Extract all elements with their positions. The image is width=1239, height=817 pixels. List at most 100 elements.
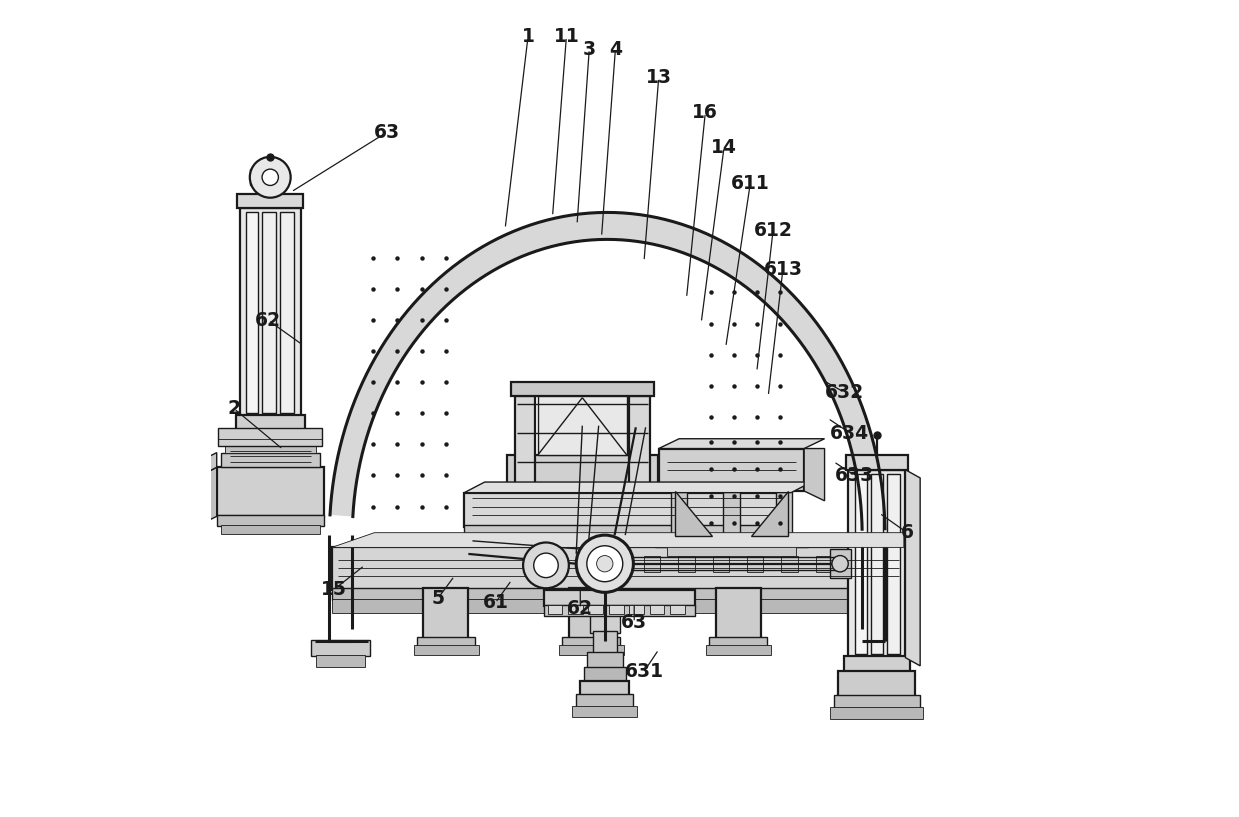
Bar bbox=[538, 396, 627, 455]
Bar bbox=[834, 695, 921, 708]
Bar bbox=[724, 489, 740, 540]
Polygon shape bbox=[906, 470, 921, 666]
Bar bbox=[654, 537, 808, 547]
Bar bbox=[572, 706, 638, 717]
Bar bbox=[559, 645, 624, 655]
Bar bbox=[544, 590, 695, 606]
Text: 63: 63 bbox=[374, 123, 400, 142]
Text: 4: 4 bbox=[608, 39, 622, 59]
Bar bbox=[218, 428, 322, 446]
Bar bbox=[237, 194, 304, 208]
Circle shape bbox=[534, 553, 559, 578]
Bar bbox=[629, 396, 649, 484]
Polygon shape bbox=[465, 482, 812, 493]
Bar bbox=[507, 455, 658, 484]
Bar bbox=[706, 645, 772, 655]
Bar bbox=[839, 671, 916, 697]
Bar bbox=[851, 640, 909, 656]
Text: 14: 14 bbox=[711, 137, 737, 157]
Bar bbox=[659, 449, 804, 491]
Bar bbox=[590, 613, 620, 633]
Circle shape bbox=[831, 556, 849, 572]
Bar bbox=[667, 545, 795, 556]
Circle shape bbox=[250, 157, 291, 198]
Bar bbox=[563, 637, 621, 647]
Circle shape bbox=[597, 556, 613, 572]
Bar bbox=[871, 474, 883, 654]
Bar bbox=[576, 694, 633, 708]
Bar bbox=[855, 474, 867, 654]
Bar bbox=[587, 652, 623, 668]
Circle shape bbox=[523, 542, 569, 588]
Bar bbox=[247, 212, 258, 413]
Bar bbox=[217, 515, 323, 526]
Bar bbox=[280, 212, 294, 413]
Bar bbox=[649, 605, 664, 614]
Bar bbox=[239, 208, 301, 417]
Text: 611: 611 bbox=[731, 174, 769, 194]
Bar bbox=[849, 470, 906, 658]
Bar bbox=[416, 637, 475, 647]
Text: 613: 613 bbox=[763, 260, 803, 279]
Text: 632: 632 bbox=[825, 382, 864, 402]
Text: 15: 15 bbox=[321, 580, 347, 600]
Bar bbox=[569, 588, 613, 641]
Bar bbox=[589, 605, 603, 614]
Bar bbox=[844, 656, 909, 672]
Bar bbox=[608, 605, 623, 614]
Text: 6: 6 bbox=[901, 523, 913, 542]
Text: 2: 2 bbox=[228, 399, 240, 418]
Text: 62: 62 bbox=[567, 599, 593, 618]
Polygon shape bbox=[675, 491, 712, 536]
Bar bbox=[225, 444, 316, 453]
Text: 16: 16 bbox=[693, 103, 719, 123]
Bar bbox=[629, 605, 644, 614]
Polygon shape bbox=[751, 491, 788, 536]
Bar bbox=[221, 525, 320, 534]
Bar bbox=[510, 382, 654, 396]
Bar bbox=[227, 431, 311, 458]
Bar bbox=[712, 556, 729, 572]
Text: 631: 631 bbox=[624, 662, 664, 681]
Polygon shape bbox=[201, 467, 217, 525]
Bar bbox=[515, 396, 535, 484]
Polygon shape bbox=[332, 533, 903, 547]
Bar bbox=[544, 605, 695, 616]
Bar bbox=[235, 415, 305, 433]
Bar bbox=[332, 547, 903, 590]
Text: 633: 633 bbox=[835, 466, 875, 485]
Bar bbox=[580, 681, 629, 696]
Text: 11: 11 bbox=[554, 27, 580, 47]
Text: 612: 612 bbox=[753, 221, 793, 240]
Bar bbox=[846, 455, 908, 470]
Bar bbox=[229, 456, 309, 470]
Bar bbox=[678, 556, 695, 572]
Text: 634: 634 bbox=[830, 423, 870, 443]
Text: 1: 1 bbox=[522, 27, 534, 47]
Bar bbox=[332, 588, 903, 600]
Bar bbox=[567, 605, 582, 614]
Bar bbox=[548, 605, 563, 614]
Bar bbox=[584, 667, 626, 682]
Circle shape bbox=[576, 535, 633, 592]
Bar bbox=[221, 453, 320, 467]
Bar bbox=[856, 655, 904, 667]
Bar bbox=[710, 637, 767, 647]
Text: 63: 63 bbox=[621, 613, 647, 632]
Text: 5: 5 bbox=[431, 588, 445, 608]
Polygon shape bbox=[201, 453, 217, 475]
Polygon shape bbox=[804, 449, 825, 501]
Polygon shape bbox=[330, 212, 885, 529]
Bar bbox=[830, 707, 923, 719]
Bar bbox=[776, 489, 792, 540]
Polygon shape bbox=[250, 169, 276, 185]
Bar bbox=[465, 525, 790, 539]
Polygon shape bbox=[659, 439, 825, 449]
Bar bbox=[332, 599, 903, 613]
Bar bbox=[830, 549, 851, 578]
Text: 3: 3 bbox=[582, 39, 596, 59]
Bar bbox=[815, 556, 831, 572]
Text: 61: 61 bbox=[482, 593, 508, 613]
Bar bbox=[670, 605, 685, 614]
Bar bbox=[316, 655, 366, 667]
